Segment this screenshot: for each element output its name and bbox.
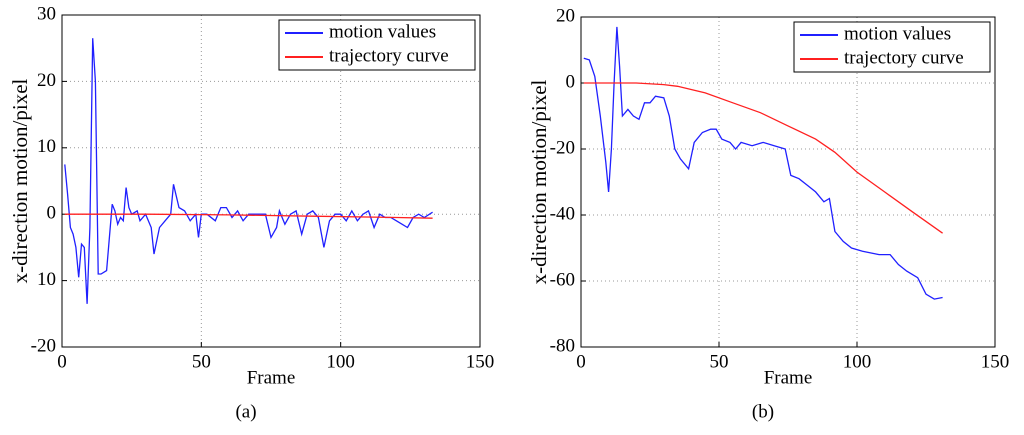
x-axis-label: Frame (247, 367, 296, 388)
y-axis-label: x-direction motion/pixel (527, 79, 551, 284)
data-line (583, 82, 943, 234)
y-tick-label: 0 (566, 71, 576, 92)
plot-frame (580, 16, 996, 348)
data-line (64, 213, 433, 219)
y-tick-label: -40 (550, 203, 575, 224)
y-tick-label: -20 (550, 137, 575, 158)
legend-label: motion values (329, 21, 436, 42)
x-tick-label: 50 (192, 351, 211, 372)
y-tick-label: 0 (47, 203, 57, 224)
y-tick-label: 10 (37, 136, 56, 157)
legend-box (793, 21, 991, 73)
x-tick-label: 150 (466, 351, 495, 372)
plot-frame (61, 14, 481, 348)
x-tick-label: 0 (57, 351, 67, 372)
legend-box (278, 19, 476, 71)
x-tick-label: 50 (710, 351, 729, 372)
y-tick-label: -60 (550, 269, 575, 290)
x-axis-label: Frame (764, 367, 813, 388)
caption: (b) (752, 401, 774, 422)
y-tick-label: 20 (556, 5, 575, 26)
data-line (64, 38, 433, 304)
y-tick-label: -20 (31, 335, 56, 356)
legend-label: motion values (844, 23, 951, 44)
legend-label: trajectory curve (844, 47, 964, 68)
data-line (583, 26, 943, 300)
y-tick-label: 30 (37, 3, 56, 24)
legend-label: trajectory curve (329, 45, 449, 66)
x-tick-label: 0 (576, 351, 586, 372)
x-tick-label: 150 (981, 351, 1010, 372)
x-tick-label: 100 (843, 351, 872, 372)
y-tick-label: 10 (37, 269, 56, 290)
x-tick-label: 100 (326, 351, 355, 372)
y-tick-label: 20 (37, 70, 56, 91)
y-tick-label: -80 (550, 335, 575, 356)
y-axis-label: x-direction motion/pixel (8, 78, 32, 283)
caption: (a) (235, 401, 256, 422)
